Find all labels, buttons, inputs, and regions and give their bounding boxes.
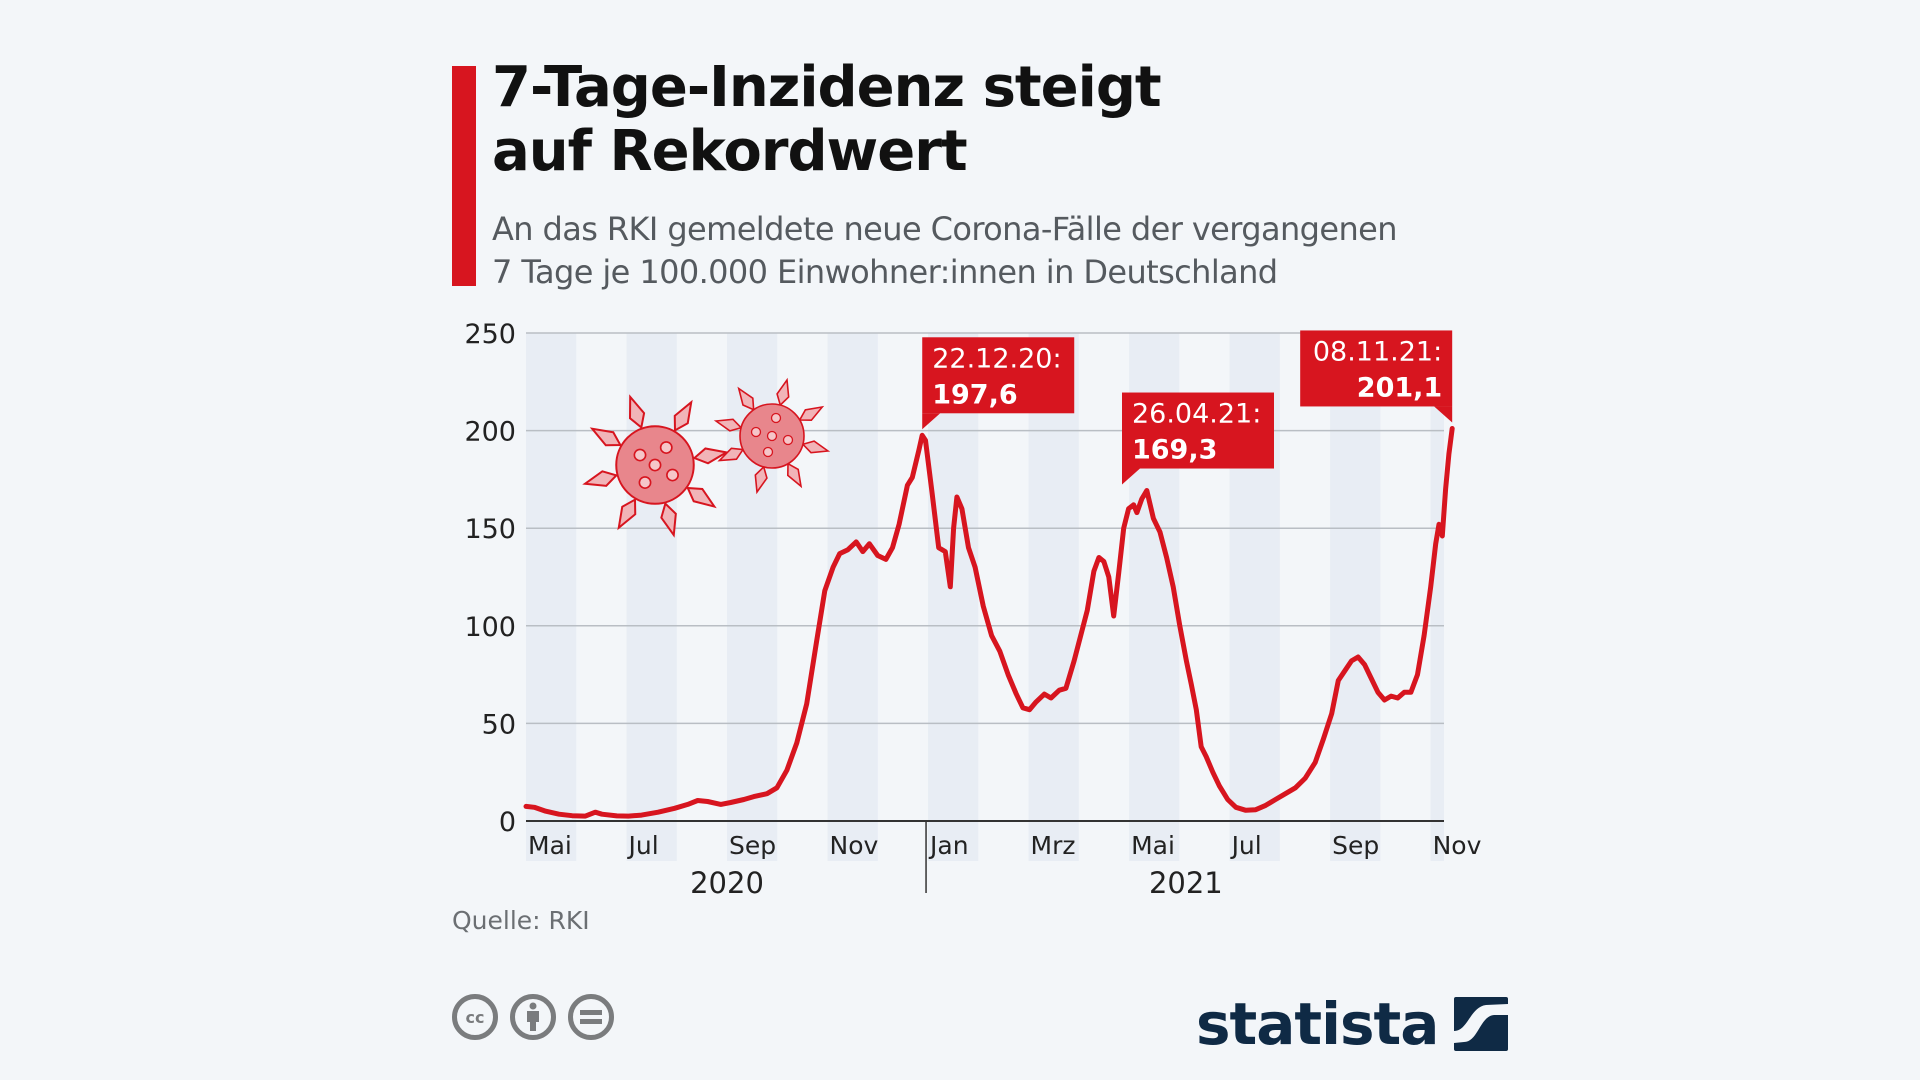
x-tick-label: Nov	[1433, 831, 1482, 860]
callout-date: 26.04.21:	[1132, 399, 1261, 430]
statista-logo-icon	[1454, 997, 1509, 1051]
by-icon[interactable]	[510, 994, 556, 1040]
callout-tail	[1121, 468, 1140, 485]
x-tick-label: Mai	[528, 831, 572, 860]
nd-icon[interactable]	[568, 994, 614, 1040]
cc-icon[interactable]: cc	[452, 994, 498, 1040]
license-icons: cc	[452, 994, 614, 1040]
callout-box	[922, 337, 1075, 414]
x-tick-label: Jul	[627, 831, 659, 860]
annotations: 22.12.20: 197,6 26.04.21: 169,3 08.11.21: 201…	[922, 330, 1453, 485]
brand-name: statista	[1196, 990, 1439, 1058]
subtitle-line-2: 7 Tage je 100.000 Einwohner:innen in Deu…	[492, 253, 1278, 291]
callout-date: 22.12.20:	[932, 343, 1061, 374]
virus-icon	[582, 394, 730, 538]
month-band	[526, 333, 577, 861]
x-tick-label: Nov	[830, 831, 879, 860]
callout-tail	[922, 413, 941, 430]
page-title: 7-Tage-Inzidenz steigt auf Rekordwert	[492, 55, 1162, 184]
x-tick-label: Mrz	[1031, 831, 1076, 860]
source-note: Quelle: RKI	[452, 906, 590, 935]
callout-tail	[1434, 406, 1453, 423]
x-tick-label: Jan	[928, 831, 969, 860]
month-band	[1028, 333, 1079, 861]
series-line	[523, 426, 1455, 819]
title-line-2: auf Rekordwert	[492, 119, 968, 184]
virus-illustration	[582, 377, 831, 538]
y-tick-label: 0	[499, 807, 516, 838]
month-band	[827, 333, 878, 861]
series-layer	[523, 426, 1455, 819]
subtitle-line-1: An das RKI gemeldete neue Corona-Fälle d…	[492, 210, 1398, 248]
month-bands	[526, 333, 1444, 861]
callout-box	[1121, 392, 1274, 469]
y-axis-ticks: 0 50 100 150 200 250	[464, 319, 516, 838]
annotation-callout: 26.04.21: 169,3	[1121, 392, 1274, 485]
virus-icon	[713, 377, 831, 495]
y-tick-label: 250	[464, 319, 516, 350]
y-tick-label: 100	[464, 612, 516, 643]
y-tick-label: 150	[464, 514, 516, 545]
x-axis-ticks: Mai Jul Sep Nov Jan Mrz Mai Jul Sep Nov 2020 2021	[528, 821, 1482, 900]
x-tick-label: Sep	[729, 831, 776, 860]
year-label: 2020	[690, 866, 764, 900]
svg-text:cc: cc	[466, 1008, 485, 1027]
subtitle: An das RKI gemeldete neue Corona-Fälle d…	[492, 208, 1398, 294]
year-label: 2021	[1149, 866, 1223, 900]
x-tick-label: Sep	[1332, 831, 1379, 860]
y-tick-label: 50	[482, 709, 516, 740]
x-tick-label: Mai	[1131, 831, 1175, 860]
callout-value: 201,1	[1357, 372, 1442, 403]
callout-value: 169,3	[1132, 435, 1217, 466]
callout-box	[1300, 330, 1453, 407]
callout-date: 08.11.21:	[1313, 336, 1442, 367]
month-band	[1430, 333, 1444, 861]
gridlines	[526, 332, 1444, 822]
annotation-callout: 22.12.20: 197,6	[922, 337, 1075, 430]
title-accent-bar	[452, 66, 476, 286]
y-tick-label: 200	[464, 417, 516, 448]
month-band	[1330, 333, 1381, 861]
title-line-1: 7-Tage-Inzidenz steigt	[492, 55, 1162, 120]
annotation-callout: 08.11.21: 201,1	[1300, 330, 1453, 423]
callout-value: 197,6	[932, 379, 1017, 410]
month-band	[928, 333, 979, 861]
x-tick-label: Jul	[1230, 831, 1262, 860]
statista-logo[interactable]: statista	[1196, 990, 1509, 1058]
